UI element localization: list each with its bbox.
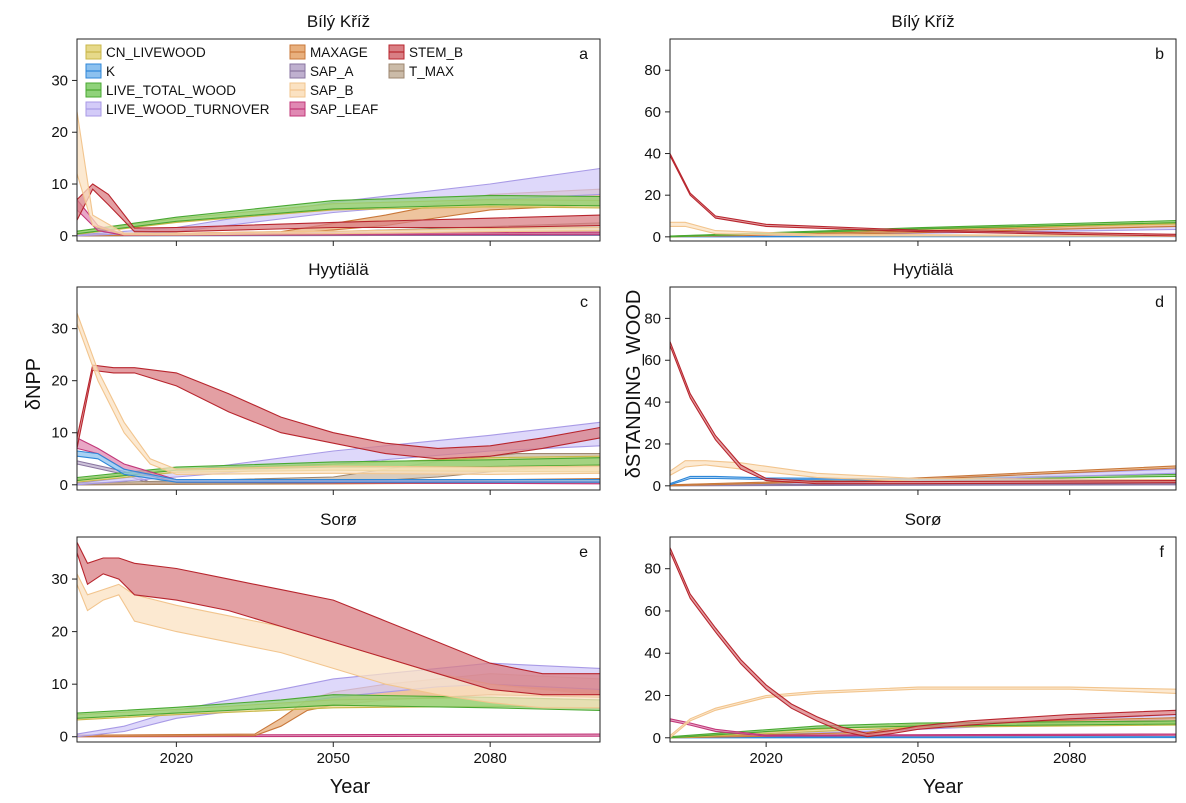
panel-frame-f xyxy=(670,537,1176,742)
y-tick-label-d: 40 xyxy=(644,394,661,411)
panel-letter-a: a xyxy=(579,46,588,63)
y-tick-label-b: 60 xyxy=(644,104,661,121)
y-tick-label-f: 60 xyxy=(644,603,661,620)
y-tick-label-d: 20 xyxy=(644,436,661,453)
series-stem-b-f-upper xyxy=(670,548,1176,734)
right-x-axis-label: Year xyxy=(923,776,964,798)
legend-label-live-wood-turnover: LIVE_WOOD_TURNOVER xyxy=(106,102,270,117)
x-tick-label-f: 2080 xyxy=(1053,750,1086,767)
y-tick-label-c: 30 xyxy=(51,321,68,338)
y-tick-label-a: 20 xyxy=(51,124,68,141)
y-tick-label-f: 20 xyxy=(644,688,661,705)
y-tick-label-e: 20 xyxy=(51,624,68,641)
panel-letter-e: e xyxy=(579,544,588,561)
y-tick-label-e: 10 xyxy=(51,676,68,693)
x-tick-label-e: 2020 xyxy=(160,750,193,767)
panel-title-b: Bílý Kříž xyxy=(891,12,954,31)
panel-title-d: Hyytiälä xyxy=(893,260,954,279)
legend-label-sap-b: SAP_B xyxy=(310,83,354,98)
y-tick-label-c: 20 xyxy=(51,373,68,390)
y-tick-label-e: 0 xyxy=(60,729,68,746)
legend-label-t-max: T_MAX xyxy=(409,64,454,79)
legend-label-cn-livewood: CN_LIVEWOOD xyxy=(106,45,206,60)
y-tick-label-f: 0 xyxy=(653,730,661,747)
series-stem-b-d-upper xyxy=(670,341,1176,481)
y-tick-label-b: 0 xyxy=(653,229,661,246)
panel-title-e: Sorø xyxy=(320,510,357,529)
x-tick-label-f: 2050 xyxy=(901,750,934,767)
series-stem-b-d-band xyxy=(670,341,1176,483)
panel-title-f: Sorø xyxy=(905,510,942,529)
legend-label-live-total-wood: LIVE_TOTAL_WOOD xyxy=(106,83,236,98)
panel-title-c: Hyytiälä xyxy=(308,260,369,279)
series-stem-b-f-band xyxy=(670,548,1176,737)
y-tick-label-c: 0 xyxy=(60,477,68,494)
legend: CN_LIVEWOOD K LIVE_TOTAL_WOOD LIVE_WOOD_TUR… xyxy=(86,45,463,117)
panel-d: Hyytiälä d 0 20 40 60 80 xyxy=(644,260,1176,495)
legend-label-sap-a: SAP_A xyxy=(310,64,354,79)
series-sap-b-f-band xyxy=(670,687,1176,738)
y-tick-label-a: 10 xyxy=(51,176,68,193)
panel-letter-c: c xyxy=(580,294,588,311)
panel-b: Bílý Kříž b 0 20 40 60 80 xyxy=(644,12,1176,246)
panel-c: Hyytiälä c 0 10 20 30 xyxy=(51,260,600,495)
panel-letter-b: b xyxy=(1155,46,1164,63)
series-stem-b-f-lower xyxy=(670,552,1176,737)
legend-label-sap-leaf: SAP_LEAF xyxy=(310,102,378,117)
y-tick-label-d: 60 xyxy=(644,352,661,369)
y-tick-label-d: 0 xyxy=(653,478,661,495)
panel-frame-b xyxy=(670,39,1176,241)
series-sap-b-a-upper xyxy=(77,112,600,234)
legend-label-maxage: MAXAGE xyxy=(310,45,368,60)
panel-title-a: Bílý Kříž xyxy=(307,12,370,31)
y-tick-label-b: 40 xyxy=(644,146,661,163)
panel-frame-d xyxy=(670,287,1176,490)
panel-f: Sorø f 0 20 40 60 80 2020 2050 2080 xyxy=(644,510,1176,767)
y-tick-label-a: 30 xyxy=(51,72,68,89)
y-tick-label-e: 30 xyxy=(51,571,68,588)
right-y-axis-label: δSTANDING_WOOD xyxy=(623,290,645,479)
y-tick-label-b: 20 xyxy=(644,187,661,204)
y-tick-label-f: 40 xyxy=(644,645,661,662)
legend-label-stem-b: STEM_B xyxy=(409,45,463,60)
x-tick-label-e: 2050 xyxy=(317,750,350,767)
legend-label-k: K xyxy=(106,64,115,79)
y-tick-label-a: 0 xyxy=(60,228,68,245)
y-tick-label-b: 80 xyxy=(644,62,661,79)
x-tick-label-f: 2020 xyxy=(749,750,782,767)
left-x-axis-label: Year xyxy=(330,776,371,798)
y-tick-label-c: 10 xyxy=(51,425,68,442)
x-tick-label-e: 2080 xyxy=(473,750,506,767)
y-tick-label-f: 80 xyxy=(644,561,661,578)
panel-letter-d: d xyxy=(1155,294,1164,311)
panel-letter-f: f xyxy=(1160,544,1165,561)
left-y-axis-label: δNPP xyxy=(23,358,45,410)
panel-e: Sorø e 0 10 20 30 2020 2050 2080 xyxy=(51,510,600,767)
y-tick-label-d: 80 xyxy=(644,310,661,327)
series-sap-b-a-band xyxy=(77,112,600,235)
